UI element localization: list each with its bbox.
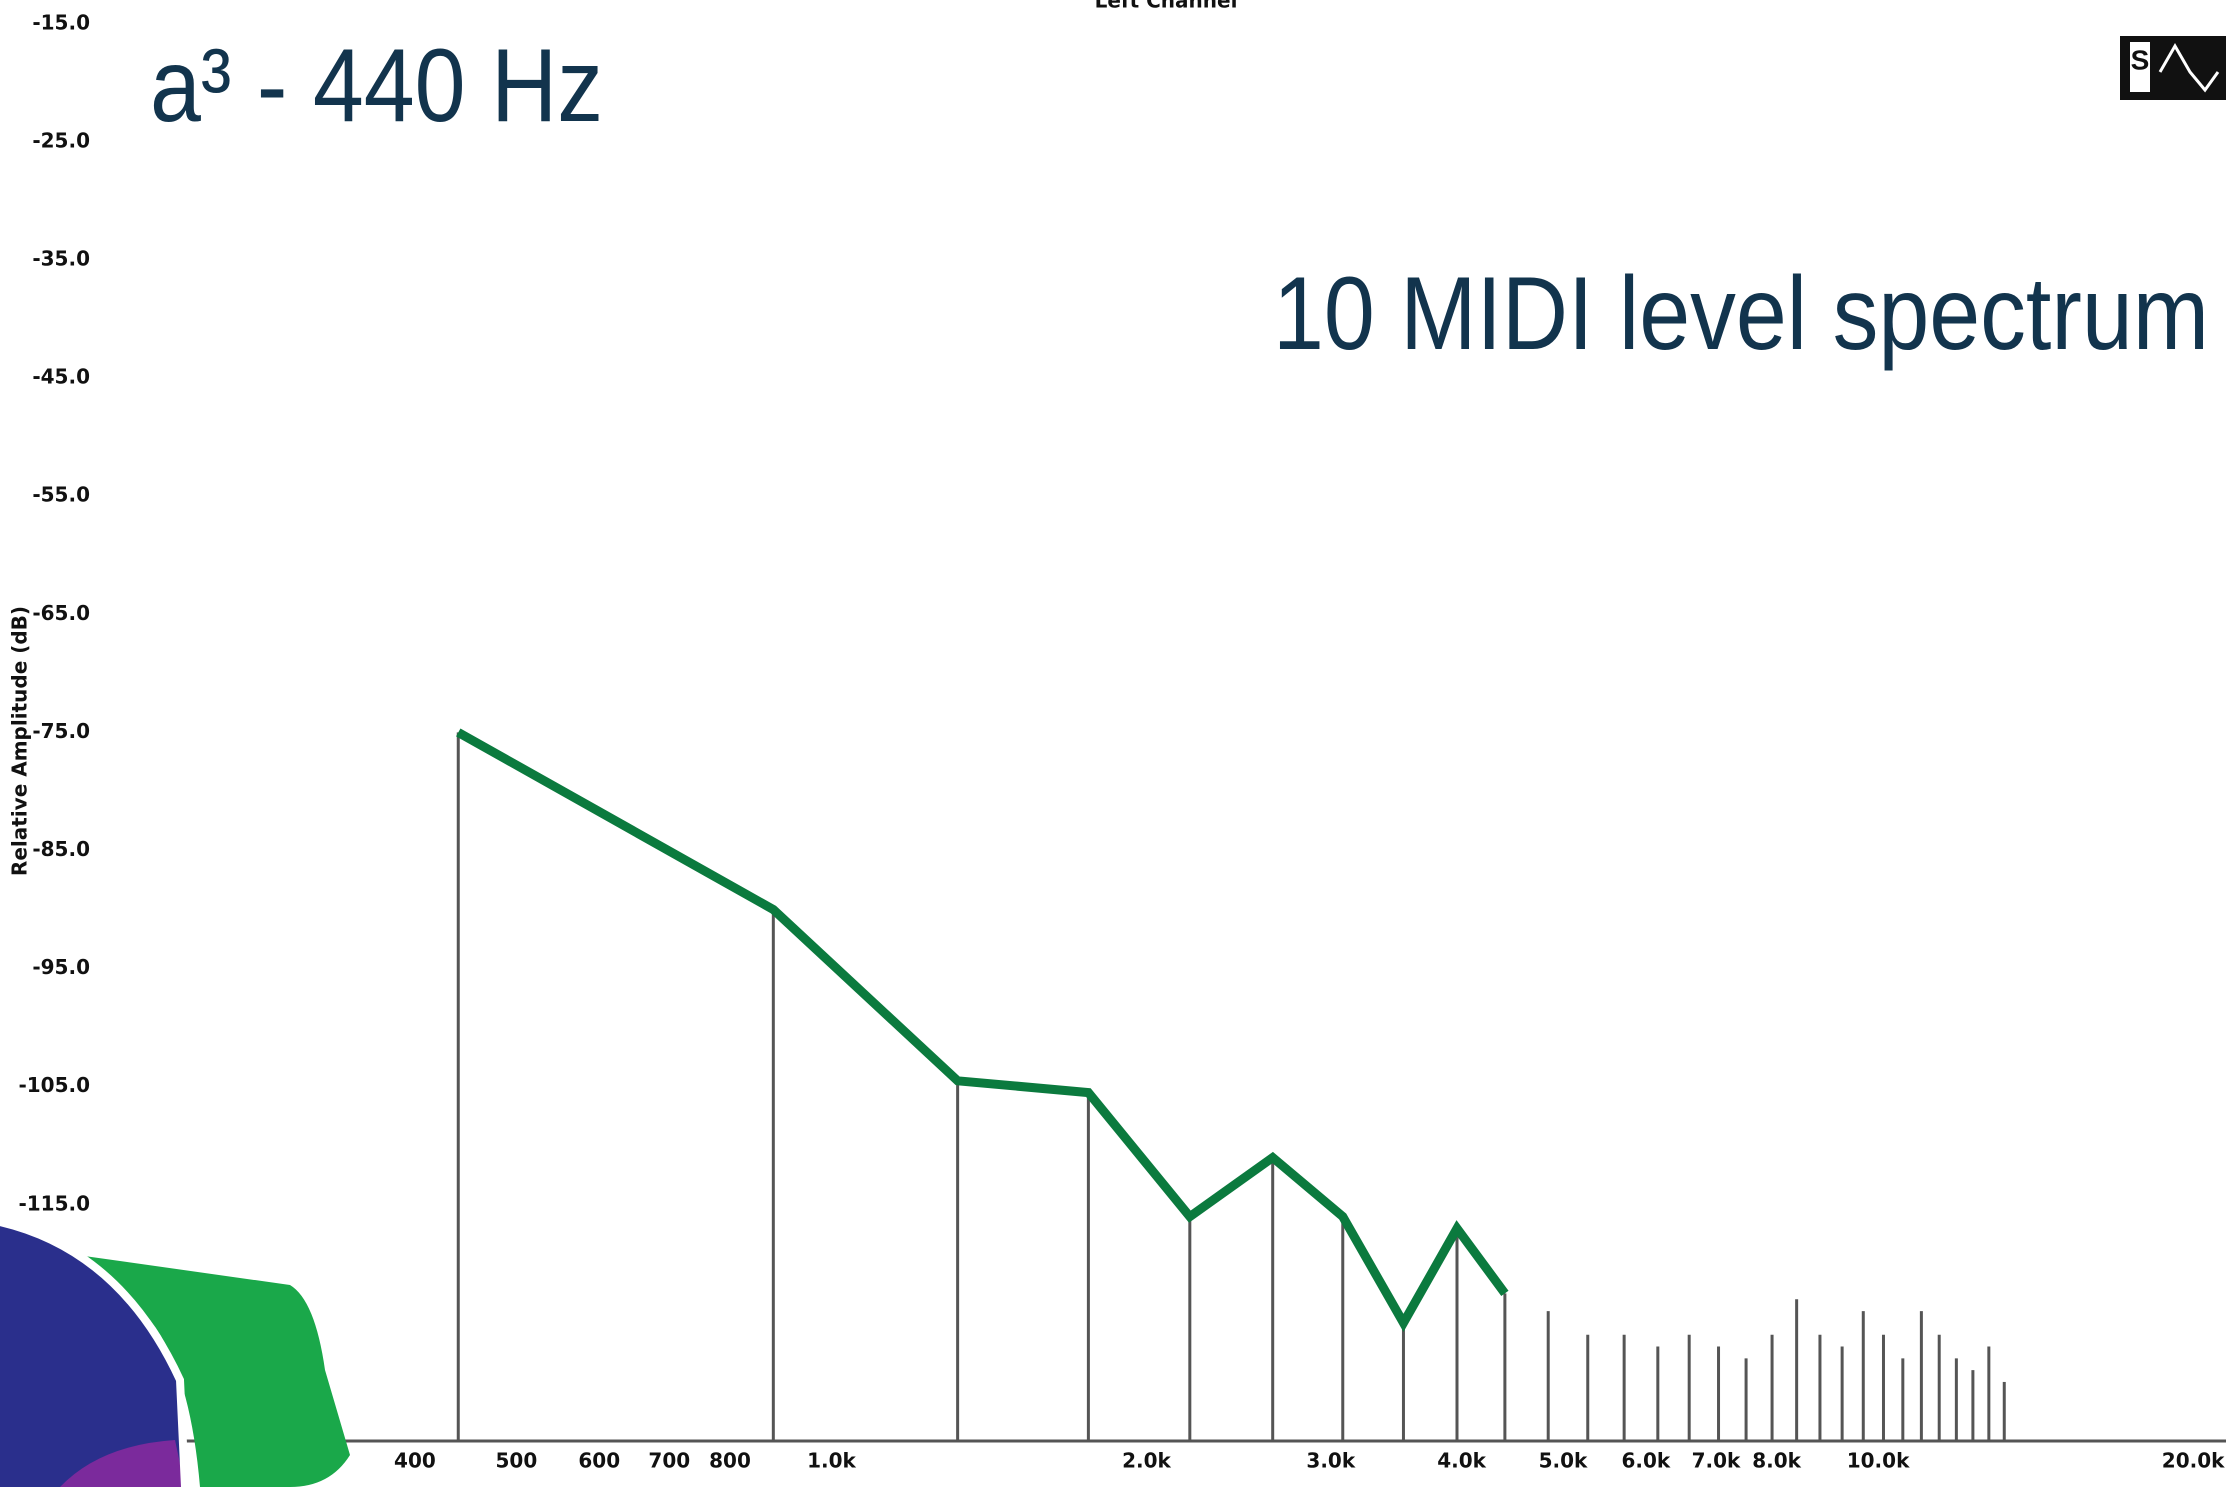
y-tick-label: -55.0 xyxy=(32,483,90,507)
x-tick-label: 2.0k xyxy=(1122,1449,1171,1473)
y-tick-label: -105.0 xyxy=(18,1073,90,1097)
y-axis-label: Relative Amplitude (dB) xyxy=(8,606,32,876)
chart-subtitle: 10 MIDI level spectrum xyxy=(1273,256,2209,372)
x-tick-label: 8.0k xyxy=(1752,1449,1801,1473)
y-tick-label: -35.0 xyxy=(32,247,90,271)
x-tick-label: 400 xyxy=(394,1449,436,1473)
app-icon: S xyxy=(2120,36,2226,100)
x-tick-label: 6.0k xyxy=(1622,1449,1671,1473)
x-tick-label: 700 xyxy=(648,1449,690,1473)
x-tick-label: 7.0k xyxy=(1692,1449,1741,1473)
x-tick-label: 3.0k xyxy=(1306,1449,1355,1473)
x-tick-label: 5.0k xyxy=(1539,1449,1588,1473)
logo xyxy=(0,1218,350,1487)
envelope-line xyxy=(456,728,1509,1333)
x-tick-label: 800 xyxy=(709,1449,751,1473)
x-tick-label: 600 xyxy=(578,1449,620,1473)
y-tick-label: -115.0 xyxy=(18,1191,90,1215)
y-tick-label: -65.0 xyxy=(32,601,90,625)
chart-title: a³ - 440 Hz xyxy=(150,28,603,144)
x-tick-label: 20.0k xyxy=(2162,1449,2225,1473)
x-tick-label: 10.0k xyxy=(1847,1449,1910,1473)
x-tick-label: 500 xyxy=(495,1449,537,1473)
super-title: Left Channel xyxy=(1095,0,1238,13)
y-tick-label: -85.0 xyxy=(32,837,90,861)
y-tick-label: -15.0 xyxy=(32,10,90,34)
y-tick-label: -75.0 xyxy=(32,719,90,743)
svg-text:S: S xyxy=(2131,44,2150,75)
x-tick-label: 1.0k xyxy=(807,1449,856,1473)
y-tick-label: -25.0 xyxy=(32,128,90,152)
x-tick-label: 4.0k xyxy=(1437,1449,1486,1473)
plot-area: -15.0 -25.0 -35.0 -45.0 -55.0 -65.0 -75.0 -85.0… xyxy=(18,10,2226,1473)
y-tick-label: -45.0 xyxy=(32,365,90,389)
y-tick-label: -95.0 xyxy=(32,955,90,979)
